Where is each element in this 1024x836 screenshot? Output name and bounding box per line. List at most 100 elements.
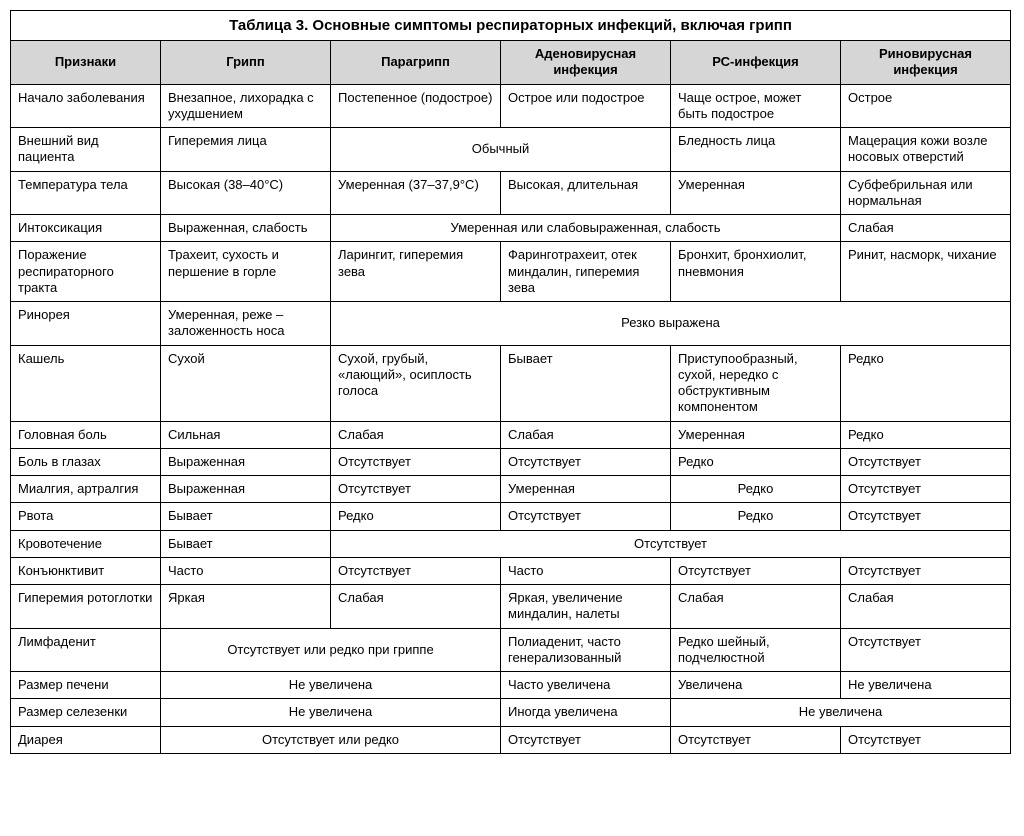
table-row: РвотаБываетРедкоОтсутствуетРедкоОтсутств… — [11, 503, 1011, 530]
table-cell: Слабая — [671, 585, 841, 629]
table-cell: Отсутствует — [671, 557, 841, 584]
table-cell: Иногда увеличена — [501, 699, 671, 726]
row-label: Конъюнктивит — [11, 557, 161, 584]
row-label: Диарея — [11, 726, 161, 753]
table-row: ЛимфаденитОтсутствует или редко при грип… — [11, 628, 1011, 672]
table-cell: Часто увеличена — [501, 672, 671, 699]
table-cell: Гиперемия лица — [161, 128, 331, 172]
table-cell: Отсутствует — [501, 726, 671, 753]
table-cell: Выраженная — [161, 448, 331, 475]
table-cell: Умеренная — [501, 476, 671, 503]
table-cell: Увеличена — [671, 672, 841, 699]
table-row: КашельСухойСухой, грубый, «лающий», осип… — [11, 345, 1011, 421]
table-cell: Отсутствует — [841, 503, 1011, 530]
table-cell: Яркая, увеличение миндалин, налеты — [501, 585, 671, 629]
table-cell: Бывает — [161, 503, 331, 530]
table-cell: Бывает — [161, 530, 331, 557]
table-cell: Слабая — [331, 585, 501, 629]
table-cell: Острое или подострое — [501, 84, 671, 128]
table-cell: Отсутствует — [331, 557, 501, 584]
table-cell: Обычный — [331, 128, 671, 172]
table-cell: Слабая — [841, 585, 1011, 629]
table-cell: Редко — [841, 345, 1011, 421]
table-cell: Слабая — [841, 215, 1011, 242]
table-row: Поражение респираторного трактаТрахеит, … — [11, 242, 1011, 302]
table-row: Боль в глазахВыраженнаяОтсутствуетОтсутс… — [11, 448, 1011, 475]
table-cell: Часто — [501, 557, 671, 584]
table-cell: Умеренная или слабовыраженная, слабость — [331, 215, 841, 242]
table-cell: Яркая — [161, 585, 331, 629]
table-cell: Не увеличена — [161, 699, 501, 726]
table-cell: Не увеличена — [841, 672, 1011, 699]
table-cell: Внезапное, лихорадка с ухудшением — [161, 84, 331, 128]
table-row: Начало заболеванияВнезапное, лихорадка с… — [11, 84, 1011, 128]
table-cell: Умеренная (37–37,9°C) — [331, 171, 501, 215]
row-label: Кашель — [11, 345, 161, 421]
table-cell: Не увеличена — [671, 699, 1011, 726]
table-cell: Бледность лица — [671, 128, 841, 172]
row-label: Внешний вид пациента — [11, 128, 161, 172]
table-cell: Полиаденит, часто генерализованный — [501, 628, 671, 672]
table-row: ИнтоксикацияВыраженная, слабостьУмеренна… — [11, 215, 1011, 242]
table-row: Миалгия, артралгияВыраженнаяОтсутствуетУ… — [11, 476, 1011, 503]
table-cell: Чаще острое, может быть подострое — [671, 84, 841, 128]
col-header: Аденовирусная инфекция — [501, 41, 671, 85]
table-cell: Отсутствует — [841, 448, 1011, 475]
table-row: ДиареяОтсутствует или редкоОтсутствуетОт… — [11, 726, 1011, 753]
row-label: Начало заболевания — [11, 84, 161, 128]
table-row: Размер селезенкиНе увеличенаИногда увели… — [11, 699, 1011, 726]
table-cell: Фаринготрахеит, отек миндалин, гиперемия… — [501, 242, 671, 302]
table-cell: Редко шейный, подчелюстной — [671, 628, 841, 672]
row-label: Боль в глазах — [11, 448, 161, 475]
table-cell: Субфебрильная или нормальная — [841, 171, 1011, 215]
table-cell: Выраженная, слабость — [161, 215, 331, 242]
table-cell: Высокая, длительная — [501, 171, 671, 215]
table-row: Размер печениНе увеличенаЧасто увеличена… — [11, 672, 1011, 699]
table-row: Головная больСильнаяСлабаяСлабаяУмеренна… — [11, 421, 1011, 448]
row-label: Кровотечение — [11, 530, 161, 557]
table-cell: Выраженная — [161, 476, 331, 503]
table-cell: Умеренная — [671, 421, 841, 448]
table-cell: Редко — [841, 421, 1011, 448]
table-cell: Не увеличена — [161, 672, 501, 699]
col-header: Риновирусная инфекция — [841, 41, 1011, 85]
row-label: Интоксикация — [11, 215, 161, 242]
table-cell: Сильная — [161, 421, 331, 448]
row-label: Рвота — [11, 503, 161, 530]
table-cell: Умеренная, реже – заложенность носа — [161, 302, 331, 346]
table-cell: Отсутствует или редко при гриппе — [161, 628, 501, 672]
table-cell: Умеренная — [671, 171, 841, 215]
row-label: Размер селезенки — [11, 699, 161, 726]
symptoms-table: Таблица 3. Основные симптомы респираторн… — [10, 10, 1011, 754]
col-header: Парагрипп — [331, 41, 501, 85]
table-row: Внешний вид пациентаГиперемия лицаОбычны… — [11, 128, 1011, 172]
col-header: РС-инфекция — [671, 41, 841, 85]
table-cell: Отсутствует — [501, 448, 671, 475]
table-cell: Постепенное (подострое) — [331, 84, 501, 128]
row-label: Температура тела — [11, 171, 161, 215]
table-cell: Отсутствует — [331, 476, 501, 503]
table-cell: Слабая — [331, 421, 501, 448]
row-label: Ринорея — [11, 302, 161, 346]
table-cell: Отсутствует — [841, 628, 1011, 672]
table-cell: Бронхит, бронхиолит, пневмония — [671, 242, 841, 302]
table-cell: Отсутствует — [331, 448, 501, 475]
table-cell: Редко — [671, 476, 841, 503]
table-row: Гиперемия ротоглоткиЯркаяСлабаяЯркая, ув… — [11, 585, 1011, 629]
table-cell: Приступообразный, сухой, нередко с обстр… — [671, 345, 841, 421]
table-cell: Редко — [331, 503, 501, 530]
table-cell: Резко выражена — [331, 302, 1011, 346]
table-cell: Отсутствует — [501, 503, 671, 530]
table-cell: Отсутствует — [331, 530, 1011, 557]
col-header: Признаки — [11, 41, 161, 85]
table-cell: Часто — [161, 557, 331, 584]
table-cell: Трахеит, сухость и першение в горле — [161, 242, 331, 302]
col-header: Грипп — [161, 41, 331, 85]
table-cell: Мацерация кожи возле носовых отверстий — [841, 128, 1011, 172]
table-body: Начало заболеванияВнезапное, лихорадка с… — [11, 84, 1011, 753]
table-cell: Бывает — [501, 345, 671, 421]
row-label: Размер печени — [11, 672, 161, 699]
table-cell: Ринит, насморк, чихание — [841, 242, 1011, 302]
table-title: Таблица 3. Основные симптомы респираторн… — [10, 10, 1011, 40]
row-label: Поражение респираторного тракта — [11, 242, 161, 302]
